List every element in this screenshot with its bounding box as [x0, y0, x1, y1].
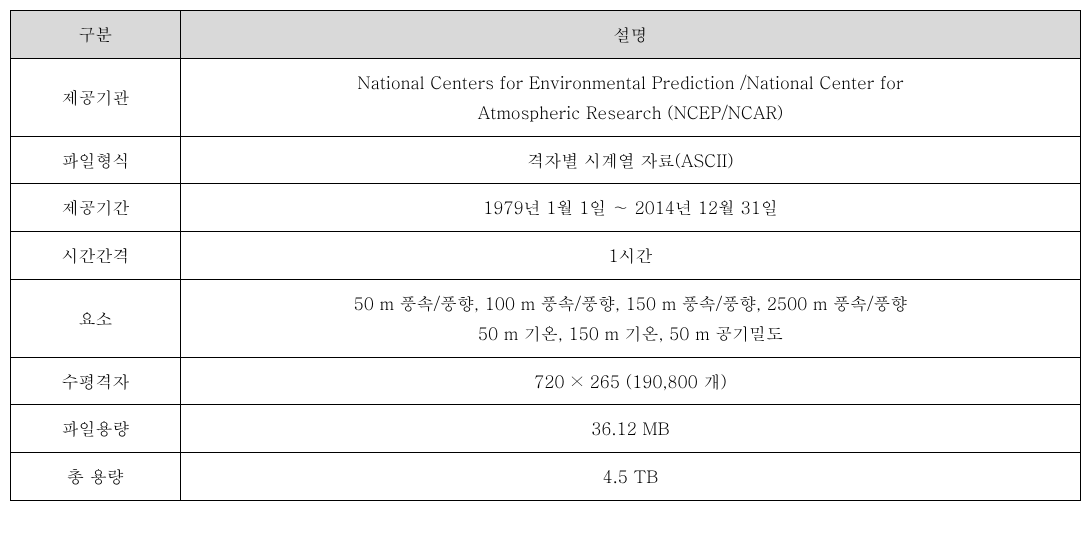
- row-value: 36.12 MB: [181, 405, 1081, 453]
- row-label: 총 용량: [11, 452, 181, 500]
- table-row: 시간간격 1시간: [11, 231, 1081, 279]
- table-header-row: 구분 설명: [11, 11, 1081, 59]
- row-value: 50 m 풍속/풍향, 100 m 풍속/풍향, 150 m 풍속/풍향, 25…: [181, 279, 1081, 357]
- row-value: 1979년 1월 1일 ∼ 2014년 12월 31일: [181, 184, 1081, 232]
- table-row: 제공기간 1979년 1월 1일 ∼ 2014년 12월 31일: [11, 184, 1081, 232]
- row-value: National Centers for Environmental Predi…: [181, 58, 1081, 136]
- row-label: 제공기간: [11, 184, 181, 232]
- row-label: 시간간격: [11, 231, 181, 279]
- row-value: 1시간: [181, 231, 1081, 279]
- row-value: 격자별 시계열 자료(ASCII): [181, 136, 1081, 184]
- table-row: 파일용량 36.12 MB: [11, 405, 1081, 453]
- table-row: 파일형식 격자별 시계열 자료(ASCII): [11, 136, 1081, 184]
- header-col2: 설명: [181, 11, 1081, 59]
- row-value: 4.5 TB: [181, 452, 1081, 500]
- header-col1: 구분: [11, 11, 181, 59]
- table-row: 총 용량 4.5 TB: [11, 452, 1081, 500]
- row-label: 파일용량: [11, 405, 181, 453]
- row-label: 요소: [11, 279, 181, 357]
- row-label: 수평격자: [11, 357, 181, 405]
- table-row: 제공기관 National Centers for Environmental …: [11, 58, 1081, 136]
- row-value: 720 × 265 (190,800 개): [181, 357, 1081, 405]
- data-table: 구분 설명 제공기관 National Centers for Environm…: [10, 10, 1081, 501]
- row-label: 제공기관: [11, 58, 181, 136]
- table-row: 수평격자 720 × 265 (190,800 개): [11, 357, 1081, 405]
- table-row: 요소 50 m 풍속/풍향, 100 m 풍속/풍향, 150 m 풍속/풍향,…: [11, 279, 1081, 357]
- row-label: 파일형식: [11, 136, 181, 184]
